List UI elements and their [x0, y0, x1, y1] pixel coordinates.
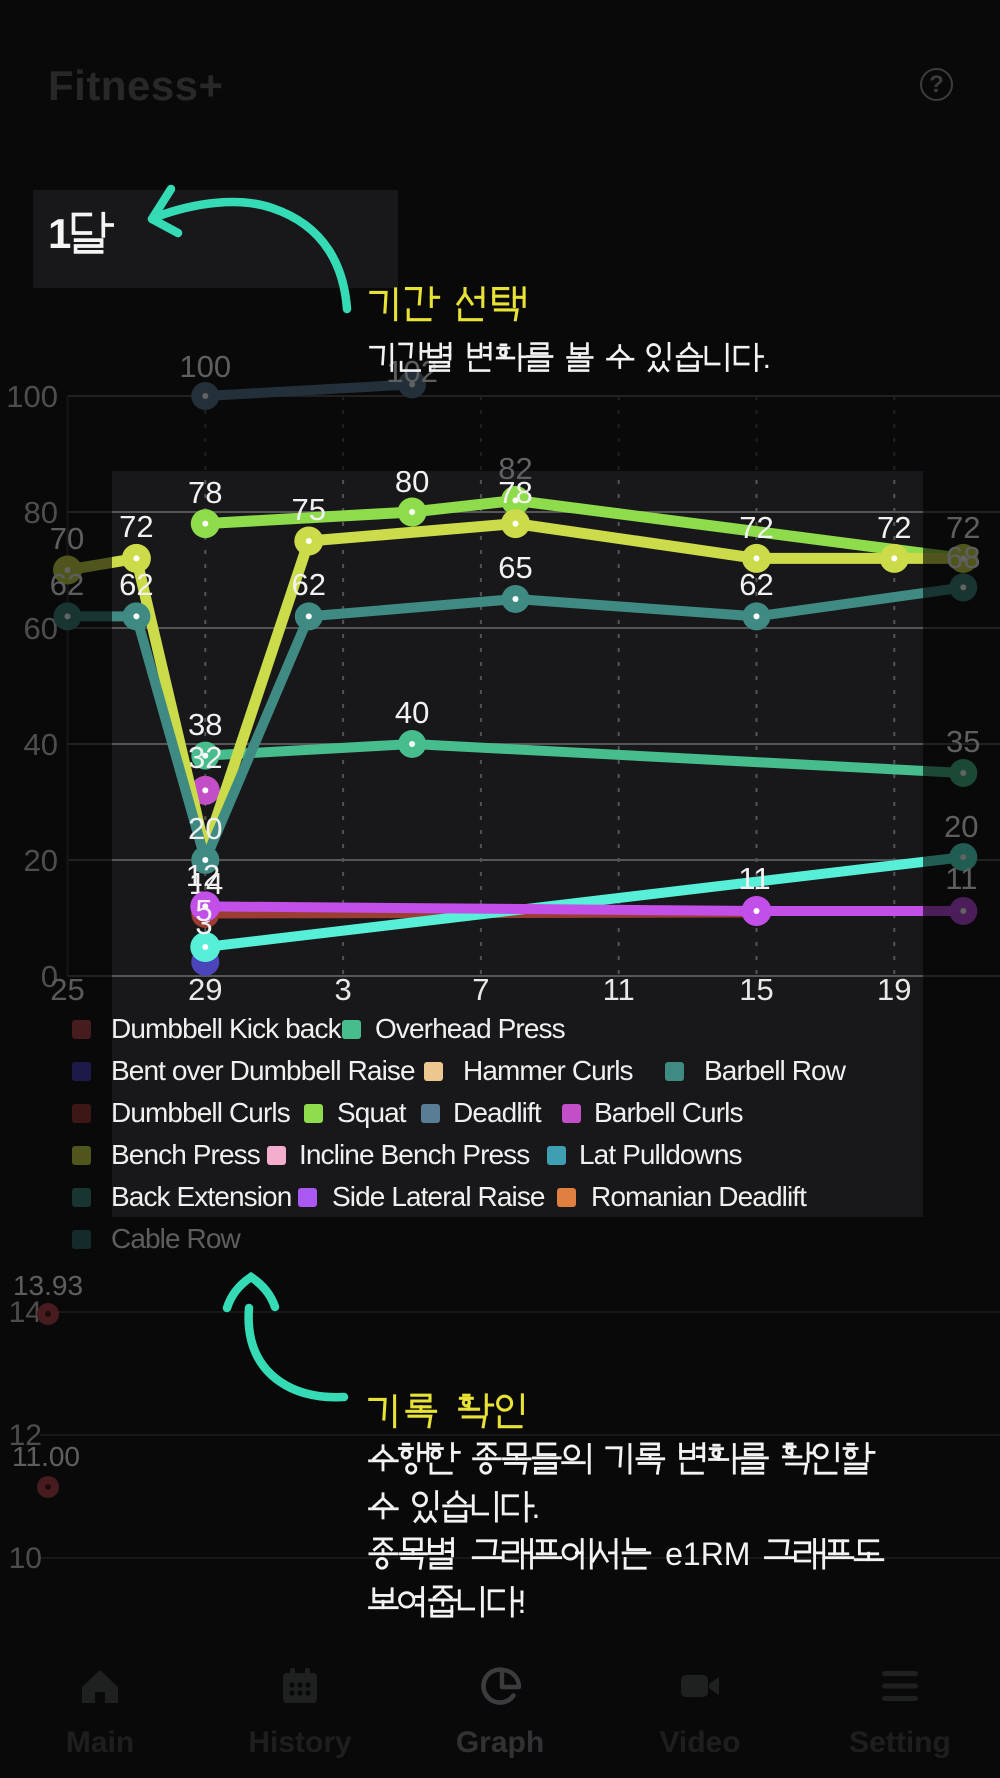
svg-text:1: 1: [48, 210, 71, 257]
svg-text:38: 38: [188, 707, 222, 742]
svg-text:82: 82: [498, 451, 532, 486]
svg-text:75: 75: [292, 492, 326, 527]
svg-text:20: 20: [188, 811, 222, 846]
svg-text:72: 72: [877, 510, 911, 545]
svg-text:e1RM: e1RM: [665, 1536, 750, 1572]
svg-text:65: 65: [498, 550, 532, 585]
svg-text:3: 3: [334, 972, 351, 1007]
svg-text:62: 62: [292, 567, 326, 602]
svg-text:62: 62: [119, 567, 153, 602]
svg-text:62: 62: [739, 567, 773, 602]
svg-text:40: 40: [395, 695, 429, 730]
svg-text:!: !: [518, 1584, 527, 1620]
svg-text:.: .: [763, 342, 771, 375]
svg-text:78: 78: [188, 475, 222, 510]
svg-text:32: 32: [188, 740, 222, 775]
svg-text:5: 5: [195, 893, 212, 928]
svg-text:78: 78: [498, 475, 532, 510]
svg-text:15: 15: [739, 972, 773, 1007]
svg-text:19: 19: [877, 972, 911, 1007]
svg-text:11: 11: [603, 972, 635, 1007]
svg-text:11: 11: [738, 861, 770, 896]
svg-text:7: 7: [472, 972, 489, 1007]
svg-text:72: 72: [119, 509, 153, 544]
svg-text:12: 12: [186, 858, 220, 893]
svg-text:.: .: [532, 1489, 541, 1525]
svg-text:29: 29: [188, 972, 222, 1007]
svg-text:72: 72: [739, 510, 773, 545]
